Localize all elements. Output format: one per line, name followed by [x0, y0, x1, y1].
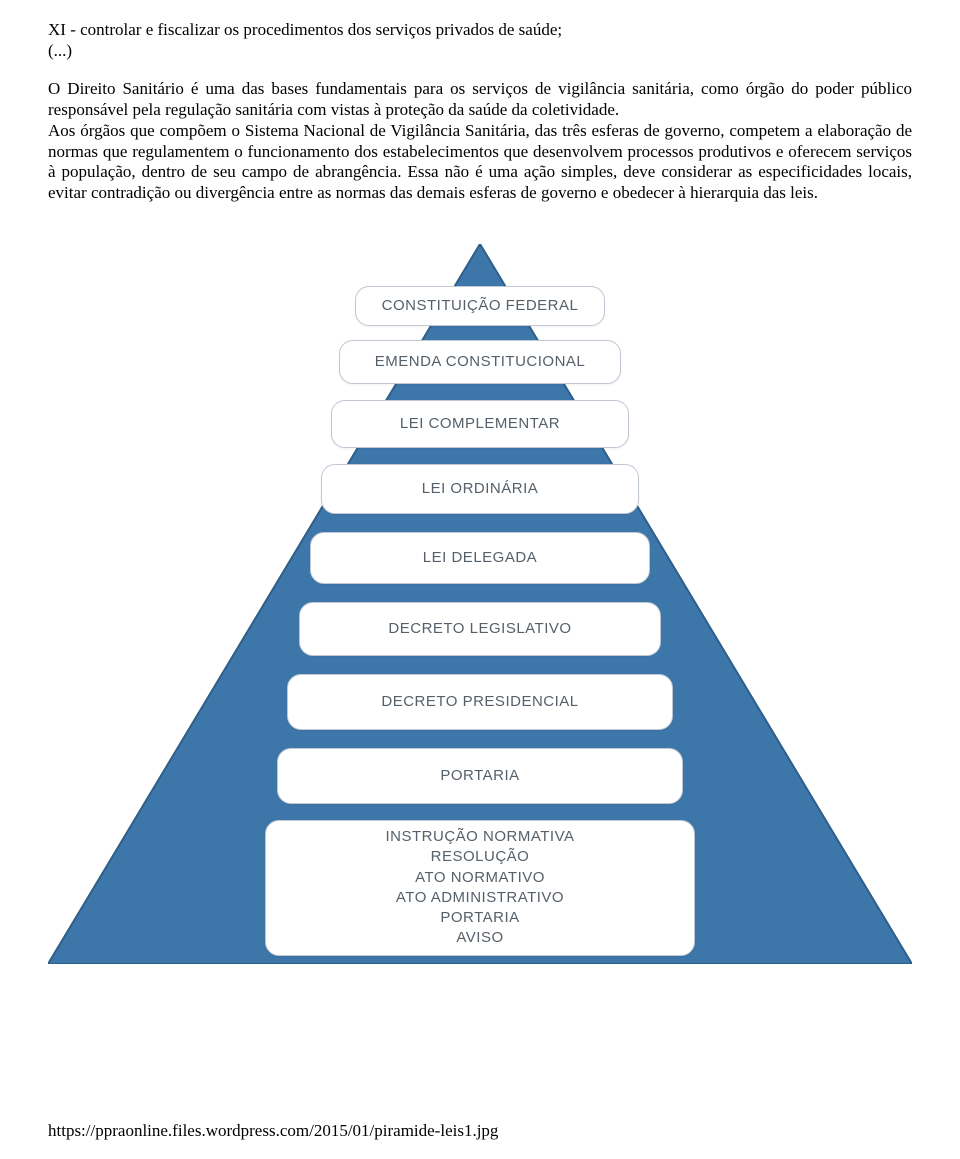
pyramid-level-7: PORTARIA	[277, 748, 683, 804]
pyramid-level-8: INSTRUÇÃO NORMATIVARESOLUÇÃOATO NORMATIV…	[265, 820, 695, 956]
image-source-url: https://ppraonline.files.wordpress.com/2…	[48, 1121, 498, 1141]
pyramid-level-7-line-0: PORTARIA	[440, 766, 519, 786]
pyramid-level-8-line-4: PORTARIA	[440, 908, 519, 928]
pyramid-level-4-line-0: LEI DELEGADA	[423, 548, 537, 568]
prose-line-xi: XI - controlar e fiscalizar os procedime…	[48, 20, 912, 41]
pyramid-level-6-line-0: DECRETO PRESIDENCIAL	[381, 692, 578, 712]
pyramid-level-3-line-0: LEI ORDINÁRIA	[422, 479, 539, 499]
pyramid-level-3: LEI ORDINÁRIA	[321, 464, 639, 514]
pyramid-level-8-line-1: RESOLUÇÃO	[431, 847, 530, 867]
pyramid-level-2: LEI COMPLEMENTAR	[331, 400, 629, 448]
pyramid-level-0: CONSTITUIÇÃO FEDERAL	[355, 286, 605, 326]
prose-para-1: O Direito Sanitário é uma das bases fund…	[48, 79, 912, 120]
pyramid-level-5-line-0: DECRETO LEGISLATIVO	[388, 619, 571, 639]
pyramid-level-8-line-3: ATO ADMINISTRATIVO	[396, 888, 564, 908]
pyramid-level-1: EMENDA CONSTITUCIONAL	[339, 340, 621, 384]
pyramid-level-2-line-0: LEI COMPLEMENTAR	[400, 414, 560, 434]
law-hierarchy-pyramid: CONSTITUIÇÃO FEDERAL EMENDA CONSTITUCIONA…	[48, 244, 912, 964]
prose-para-2: Aos órgãos que compõem o Sistema Naciona…	[48, 121, 912, 204]
pyramid-level-4: LEI DELEGADA	[310, 532, 650, 584]
pyramid-level-5: DECRETO LEGISLATIVO	[299, 602, 661, 656]
pyramid-level-6: DECRETO PRESIDENCIAL	[287, 674, 673, 730]
pyramid-level-8-line-0: INSTRUÇÃO NORMATIVA	[386, 827, 575, 847]
pyramid-level-8-line-5: AVISO	[456, 928, 503, 948]
pyramid-level-0-line-0: CONSTITUIÇÃO FEDERAL	[382, 296, 579, 316]
prose-line-ellipsis: (...)	[48, 41, 912, 62]
pyramid-level-8-line-2: ATO NORMATIVO	[415, 868, 545, 888]
pyramid-level-1-line-0: EMENDA CONSTITUCIONAL	[375, 352, 586, 372]
